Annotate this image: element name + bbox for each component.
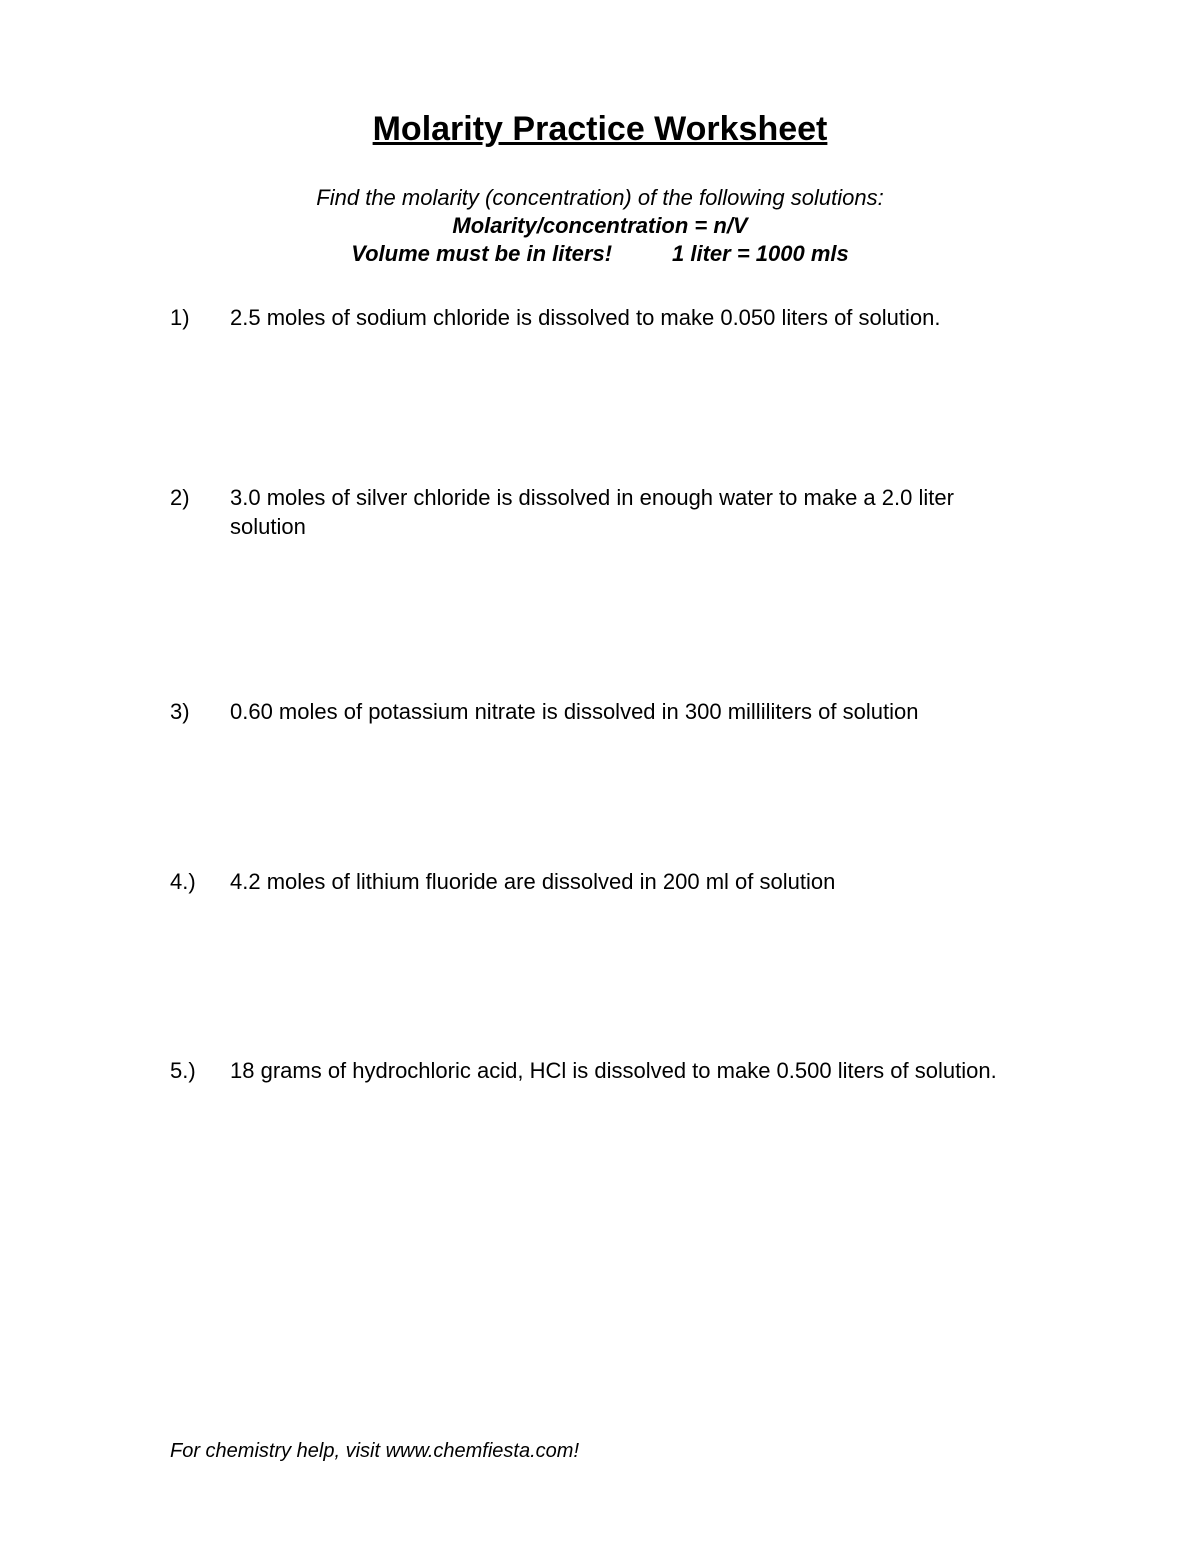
note-part-2: 1 liter = 1000 mls [672, 241, 849, 266]
question-4: 4.) 4.2 moles of lithium fluoride are di… [170, 867, 1030, 897]
worksheet-page: Molarity Practice Worksheet Find the mol… [0, 0, 1200, 1553]
question-number: 5.) [170, 1056, 230, 1086]
formula-text: Molarity/concentration = n/V [170, 213, 1030, 239]
question-text: 18 grams of hydrochloric acid, HCl is di… [230, 1056, 1030, 1086]
question-number: 3) [170, 697, 230, 727]
question-text: 0.60 moles of potassium nitrate is disso… [230, 697, 1030, 727]
note-line: Volume must be in liters! 1 liter = 1000 … [170, 241, 1030, 267]
question-number: 1) [170, 303, 230, 333]
question-text: 4.2 moles of lithium fluoride are dissol… [230, 867, 1030, 897]
question-5: 5.) 18 grams of hydrochloric acid, HCl i… [170, 1056, 1030, 1086]
question-text: 3.0 moles of silver chloride is dissolve… [230, 483, 1030, 542]
note-part-1: Volume must be in liters! [351, 241, 612, 266]
question-text: 2.5 moles of sodium chloride is dissolve… [230, 303, 1030, 333]
question-number: 4.) [170, 867, 230, 897]
questions-list: 1) 2.5 moles of sodium chloride is disso… [170, 303, 1030, 1086]
footer-text: For chemistry help, visit www.chemfiesta… [170, 1440, 579, 1463]
instructions-text: Find the molarity (concentration) of the… [170, 185, 1030, 211]
question-2: 2) 3.0 moles of silver chloride is disso… [170, 483, 1030, 542]
question-number: 2) [170, 483, 230, 513]
question-1: 1) 2.5 moles of sodium chloride is disso… [170, 303, 1030, 333]
worksheet-title: Molarity Practice Worksheet [170, 110, 1030, 149]
question-3: 3) 0.60 moles of potassium nitrate is di… [170, 697, 1030, 727]
